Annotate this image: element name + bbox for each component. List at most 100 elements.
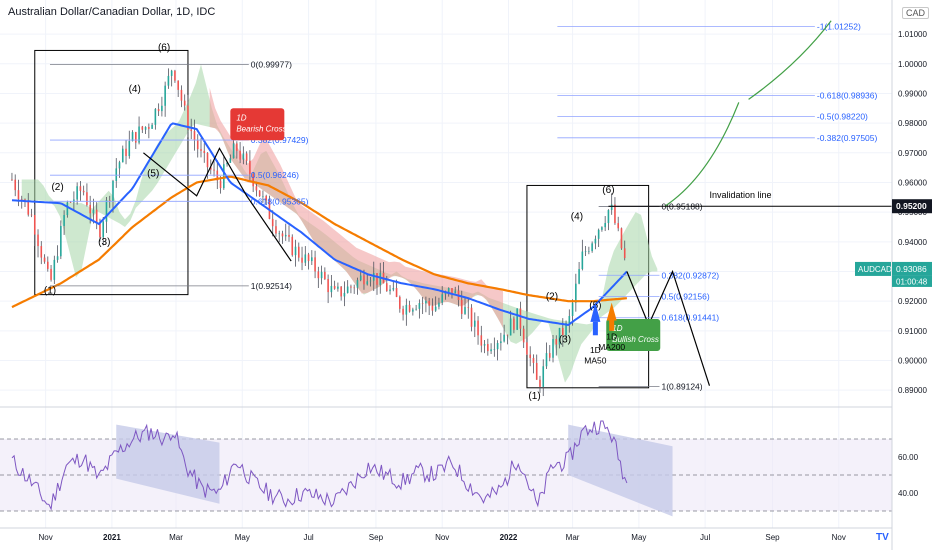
candle-body: [470, 307, 473, 327]
x-tick-label: Mar: [169, 533, 183, 542]
wave-label: (3): [98, 237, 110, 248]
y-tick-label: 1.01000: [898, 30, 927, 39]
ma200-label-a: 1D: [606, 332, 617, 342]
fib-left-label: 0(0.99977): [251, 59, 292, 69]
candle-body: [43, 257, 46, 262]
invalidation-price-text: 0.95200: [896, 201, 927, 211]
y-tick-label: 0.91000: [898, 327, 927, 336]
candle-body: [418, 303, 421, 309]
candle-body: [200, 149, 202, 151]
fib-right-label: 0.5(0.92156): [661, 292, 709, 302]
candle-body: [568, 316, 571, 324]
candle-body: [581, 251, 584, 270]
candle-body: [614, 204, 616, 224]
candle-body: [206, 152, 209, 168]
candle-body: [496, 343, 499, 350]
candle-body: [154, 109, 157, 125]
x-tick-label: 2022: [500, 533, 518, 542]
rsi-tick-label: 60.00: [898, 453, 919, 462]
currency-selector[interactable]: CAD: [902, 7, 930, 19]
candle-body: [271, 218, 274, 227]
candle-body: [108, 200, 111, 201]
candle-body: [438, 302, 440, 307]
ichimoku-cloud: [21, 64, 658, 383]
bearish-callout-title: 1D: [236, 113, 246, 122]
bullish-arc-2: [748, 20, 832, 100]
invalidation-label: Invalidation line: [709, 190, 771, 200]
candle-body: [255, 186, 258, 191]
candle-body: [513, 318, 515, 330]
candle-body: [95, 209, 98, 223]
wave-label: (1): [528, 391, 540, 402]
y-tick-label: 0.94000: [898, 238, 927, 247]
candle-body: [431, 305, 434, 311]
price-candles: [11, 68, 626, 397]
candle-body: [170, 70, 173, 76]
candle-body: [174, 70, 176, 81]
candle-body: [421, 303, 424, 304]
y-tick-label: 0.97000: [898, 149, 927, 158]
candle-body: [284, 234, 287, 237]
candle-body: [548, 353, 551, 358]
candle-body: [353, 287, 355, 289]
candle-body: [516, 308, 518, 330]
candle-body: [50, 268, 52, 280]
bullish-callout-text: Bullish Cross: [612, 335, 659, 344]
ma50-arrow-shaft: [592, 321, 598, 336]
candle-body: [425, 300, 427, 304]
projection-2021: [143, 147, 292, 262]
wave-label: (2): [51, 182, 63, 193]
candle-body: [278, 233, 281, 235]
candle-body: [464, 307, 466, 314]
fib-ext-label: -1(1.01252): [817, 22, 861, 32]
candle-body: [529, 354, 532, 359]
y-tick-label: 0.96000: [898, 178, 927, 187]
candle-body: [363, 275, 365, 285]
last-price-text: 0.93086: [896, 264, 927, 274]
candle-body: [506, 334, 509, 336]
candle-body: [451, 288, 453, 294]
candle-body: [594, 238, 597, 244]
candle-body: [434, 306, 437, 311]
candle-body: [584, 251, 587, 252]
tradingview-logo[interactable]: TV: [876, 532, 889, 543]
wave-label: (2): [546, 292, 558, 303]
wave-label: (4): [129, 84, 141, 95]
candle-body: [366, 281, 369, 285]
symbol-badge-text: AUDCAD: [858, 265, 892, 274]
candle-body: [203, 150, 206, 153]
ma50-label-a: 1D: [590, 345, 601, 355]
candle-body: [249, 160, 251, 175]
candle-body: [294, 246, 297, 256]
candle-body: [601, 227, 603, 230]
x-tick-label: May: [631, 533, 646, 542]
fib-left-label: 1(0.92514): [251, 281, 292, 291]
candle-body: [555, 338, 558, 345]
wave-labels: (1)(2)(3)(4)(5)(6)(1)(2)(3)(4)(5)(6): [44, 42, 615, 402]
candle-body: [408, 304, 411, 312]
candle-body: [11, 179, 13, 181]
candle-body: [297, 246, 300, 258]
candle-body: [242, 153, 245, 160]
ma200-line: [11, 175, 627, 309]
candle-body: [324, 271, 326, 280]
candle-body: [118, 162, 121, 169]
candle-body: [144, 127, 147, 130]
candle-body: [477, 320, 479, 336]
candle-body: [346, 286, 349, 293]
candle-body: [623, 248, 626, 259]
candle-body: [369, 280, 372, 282]
fib-right-label: 0.382(0.92872): [661, 270, 719, 280]
candle-body: [350, 286, 352, 288]
ma200-arrow-shaft: [609, 320, 615, 331]
candle-body: [60, 225, 62, 257]
x-tick-label: Jul: [700, 533, 710, 542]
candle-body: [610, 204, 613, 211]
candle-body: [473, 320, 476, 327]
candle-body: [151, 124, 153, 129]
candle-body: [66, 202, 69, 216]
y-tick-label: 0.92000: [898, 297, 927, 306]
candle-body: [561, 327, 564, 336]
